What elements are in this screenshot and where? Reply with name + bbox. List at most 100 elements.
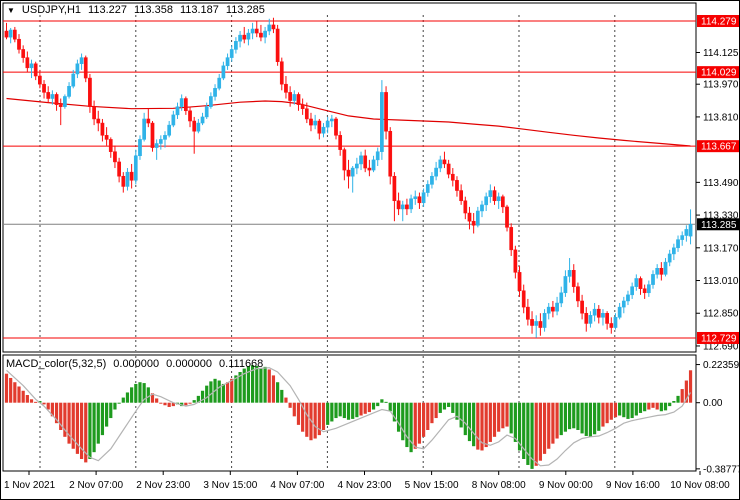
candle-body — [588, 315, 593, 324]
macd-bar — [634, 402, 638, 416]
macd-bar — [651, 402, 655, 408]
x-axis-time-label: 4 Nov 23:00 — [338, 480, 392, 491]
candle-body — [621, 300, 626, 308]
candle-body — [250, 28, 255, 34]
candle-body — [584, 312, 589, 324]
macd-bar — [250, 365, 255, 403]
macd-bar — [647, 402, 651, 410]
current-price-badge-text: 113.285 — [701, 220, 737, 231]
macd-bar — [271, 375, 276, 403]
macd-bar — [638, 402, 643, 413]
candle-body — [209, 96, 213, 107]
macd-bar — [584, 402, 588, 436]
macd-indicator-title: MACD_color(5,32,5) 0.000000 0.000000 0.1… — [6, 358, 263, 370]
candle-body — [238, 34, 242, 42]
candle-body — [425, 184, 430, 193]
macd-bar — [405, 402, 409, 448]
candle-body — [38, 75, 42, 85]
macd-bar — [567, 402, 572, 430]
candle-body — [33, 63, 38, 77]
macd-value-1: 0.000000 — [113, 358, 160, 370]
macd-bar — [21, 390, 25, 403]
macd-bar — [417, 402, 422, 444]
candle-body — [571, 270, 576, 287]
candle-body — [463, 200, 468, 214]
macd-bar — [576, 402, 580, 430]
candle-body — [275, 28, 280, 62]
macd-bar — [605, 402, 609, 424]
macd-bar — [209, 381, 213, 403]
candle-body — [509, 227, 514, 251]
macd-bar — [255, 366, 259, 403]
macd-bar — [92, 402, 96, 453]
candle-body — [567, 270, 572, 277]
macd-bar — [593, 402, 597, 435]
macd-bar — [484, 402, 488, 448]
macd-value-2: 0.000000 — [166, 358, 213, 370]
macd-bar — [109, 402, 113, 419]
macd-bar — [167, 402, 171, 407]
macd-bar — [413, 402, 417, 449]
macd-scale-label: 0.22359 — [703, 360, 740, 371]
macd-bar — [155, 398, 159, 403]
macd-bar — [142, 383, 146, 403]
y-axis-price-label: 113.330 — [703, 211, 739, 222]
candle-body — [125, 171, 130, 187]
y-axis-price-label: 112.690 — [703, 341, 739, 352]
candle-body — [158, 139, 163, 144]
x-axis-time-label: 2 Nov 23:00 — [136, 480, 190, 491]
candle-body — [25, 57, 30, 69]
macd-bar — [559, 402, 563, 436]
candle-body — [400, 204, 405, 210]
candle-body — [676, 239, 680, 249]
price-level-badge-text: 114.029 — [701, 68, 737, 79]
macd-bar — [42, 402, 46, 405]
macd-bar — [363, 402, 367, 414]
candle-body — [4, 30, 9, 38]
macd-bar — [84, 402, 88, 463]
macd-bar — [455, 402, 459, 420]
candle-body — [559, 292, 564, 304]
candle-body — [513, 249, 518, 273]
candle-body — [133, 155, 138, 181]
macd-bar — [125, 392, 130, 403]
macd-bar — [396, 402, 401, 432]
candle-body — [121, 175, 126, 187]
macd-scale-label: -0.387773 — [703, 464, 740, 475]
macd-bar — [668, 402, 672, 407]
candle-body — [129, 171, 134, 181]
candle-body — [455, 180, 459, 191]
price-level-badge-text: 114.279 — [701, 17, 737, 28]
symbol-dropdown-icon[interactable]: ▼ — [7, 5, 15, 15]
macd-bar — [230, 378, 234, 403]
y-axis-price-label: 113.490 — [703, 178, 739, 189]
candle-body — [534, 321, 539, 326]
macd-bar — [267, 369, 271, 403]
candle-body — [634, 278, 639, 287]
macd-bar — [472, 402, 476, 447]
macd-bar — [588, 402, 593, 437]
macd-bar — [438, 402, 442, 413]
candle-body — [684, 229, 689, 236]
candle-body — [150, 122, 155, 148]
candle-body — [384, 92, 388, 132]
macd-bar — [680, 389, 684, 403]
x-axis-time-label: 8 Nov 08:00 — [472, 480, 526, 491]
candle-body — [367, 167, 372, 171]
candle-body — [538, 321, 543, 328]
candle-body — [96, 118, 101, 124]
candle-body — [646, 284, 651, 294]
macd-bar — [547, 402, 551, 449]
candle-body — [259, 32, 263, 38]
macd-bar — [134, 383, 138, 403]
candle-body — [217, 77, 222, 89]
macd-bar — [467, 402, 472, 442]
candle-body — [680, 235, 685, 240]
macd-bar — [4, 373, 9, 403]
candle-body — [363, 155, 368, 169]
candle-body — [580, 300, 584, 314]
candle-body — [225, 57, 230, 67]
macd-bar — [367, 402, 371, 413]
macd-bar — [313, 402, 317, 439]
